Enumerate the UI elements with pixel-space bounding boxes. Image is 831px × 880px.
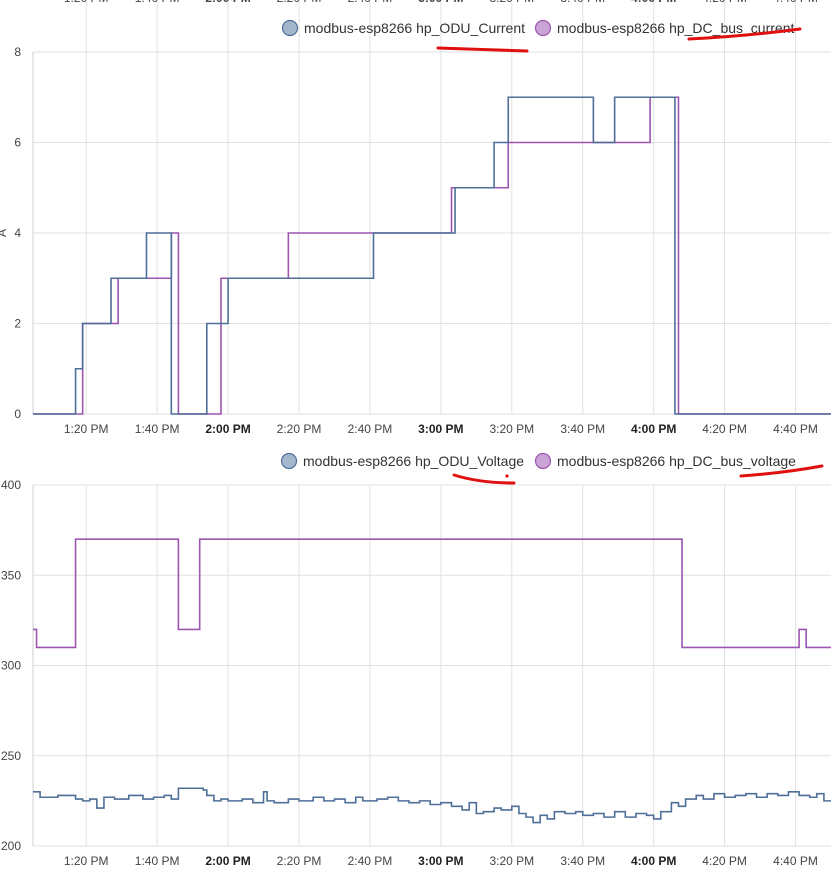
legend-swatch-icon[interactable]: [534, 19, 552, 37]
x-tick-label-clipped: 3:00 PM: [418, 0, 463, 5]
x-tick-label: 4:00 PM: [631, 422, 676, 436]
y-tick-label: 350: [1, 568, 21, 582]
x-tick-label: 2:40 PM: [348, 854, 393, 868]
x-tick-label: 2:00 PM: [205, 854, 250, 868]
x-tick-label: 2:40 PM: [348, 422, 393, 436]
x-tick-label-clipped: 4:00 PM: [631, 0, 676, 5]
voltage-chart: 200 250 300 350 400 1:20 PM 1:40 PM 2:00 PM 2:20…: [1, 452, 831, 868]
y-tick-label: 250: [1, 749, 21, 763]
x-tick-label-clipped: 2:40 PM: [348, 0, 393, 5]
series-line-1: [33, 96, 831, 415]
x-tick-label-clipped: 1:40 PM: [135, 0, 180, 5]
x-tick-label: 4:20 PM: [702, 854, 747, 868]
x-tick-label: 2:00 PM: [205, 422, 250, 436]
y-tick-label: 0: [14, 407, 21, 421]
x-tick-label: 3:40 PM: [560, 422, 605, 436]
y-tick-label: 4: [14, 226, 21, 240]
legend-label[interactable]: modbus-esp8266 hp_DC_bus_voltage: [557, 453, 796, 469]
x-tick-label-clipped: 2:20 PM: [277, 0, 322, 5]
legend-label[interactable]: modbus-esp8266 hp_DC_bus_current: [557, 20, 794, 36]
series-line-0: [33, 787, 831, 824]
x-tick-label: 1:40 PM: [135, 422, 180, 436]
legend: modbus-esp8266 hp_ODU_Voltage modbus-esp8…: [280, 452, 797, 470]
x-tick-label-clipped: 3:40 PM: [560, 0, 605, 5]
x-tick-label: 4:40 PM: [773, 854, 818, 868]
x-tick-label: 3:40 PM: [560, 854, 605, 868]
x-tick-label-clipped: 1:20 PM: [64, 0, 109, 5]
x-tick-label: 4:20 PM: [702, 422, 747, 436]
x-tick-label-clipped: 4:40 PM: [773, 0, 818, 5]
x-tick-label-clipped: 2:00 PM: [205, 0, 250, 5]
x-tick-label: 3:00 PM: [418, 422, 463, 436]
y-tick-label: 8: [14, 45, 21, 59]
legend-swatch-icon[interactable]: [280, 452, 298, 470]
legend-swatch-icon[interactable]: [281, 19, 299, 37]
x-tick-label: 3:00 PM: [418, 854, 463, 868]
x-tick-label: 3:20 PM: [489, 422, 534, 436]
series-line-0: [33, 96, 831, 415]
x-tick-label: 4:00 PM: [631, 854, 676, 868]
x-tick-label-clipped: 3:20 PM: [489, 0, 534, 5]
grid: [32, 484, 831, 847]
legend-label[interactable]: modbus-esp8266 hp_ODU_Current: [304, 20, 525, 36]
x-tick-label: 2:20 PM: [277, 422, 322, 436]
series-line-1: [33, 538, 831, 649]
x-tick-label: 1:20 PM: [64, 854, 109, 868]
y-tick-label: 200: [1, 839, 21, 853]
legend-item[interactable]: modbus-esp8266 hp_ODU_Voltage: [280, 452, 525, 470]
x-tick-label: 1:20 PM: [64, 422, 109, 436]
legend-item[interactable]: modbus-esp8266 hp_ODU_Current: [281, 19, 526, 37]
legend-label[interactable]: modbus-esp8266 hp_ODU_Voltage: [303, 453, 524, 469]
legend-item[interactable]: modbus-esp8266 hp_DC_bus_voltage: [534, 452, 797, 470]
x-tick-label: 2:20 PM: [277, 854, 322, 868]
x-tick-label-clipped: 4:20 PM: [702, 0, 747, 5]
y-tick-label: 2: [14, 317, 21, 331]
y-tick-label: 300: [1, 659, 21, 673]
legend-swatch-icon[interactable]: [534, 452, 552, 470]
x-tick-label: 1:40 PM: [135, 854, 180, 868]
grid: [32, 0, 831, 415]
y-tick-label: 6: [14, 136, 21, 150]
current-chart: 0 2 4 6 8 A 1:20 PM 1:40 PM 2:00 PM 2:20 PM 2:40 P…: [0, 0, 831, 436]
x-tick-label: 3:20 PM: [489, 854, 534, 868]
legend-item[interactable]: modbus-esp8266 hp_DC_bus_current: [534, 19, 795, 37]
x-tick-label: 4:40 PM: [773, 422, 818, 436]
y-axis-label: A: [0, 229, 9, 237]
y-tick-label: 400: [1, 478, 21, 492]
legend: modbus-esp8266 hp_ODU_Current modbus-esp8…: [281, 19, 795, 37]
